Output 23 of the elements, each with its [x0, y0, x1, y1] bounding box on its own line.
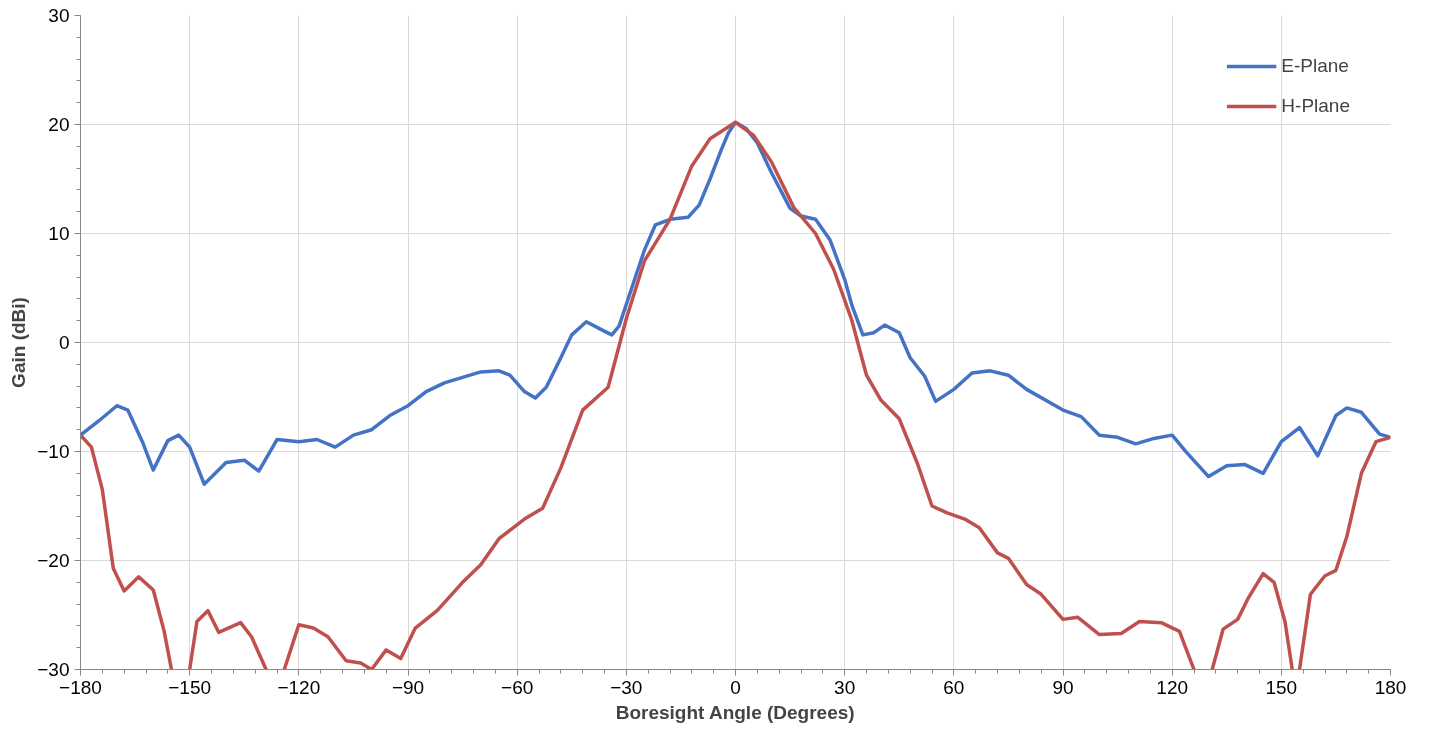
legend-label: E-Plane — [1281, 55, 1349, 77]
x-tick-label: 150 — [1265, 676, 1298, 698]
y-tick-label: −20 — [37, 550, 70, 571]
x-tick-label: 90 — [1052, 676, 1074, 698]
y-tick-label: 0 — [58, 332, 70, 353]
y-tick-label: 20 — [48, 114, 70, 135]
x-tick-label: −90 — [391, 676, 425, 698]
x-tick-label: 180 — [1374, 676, 1407, 698]
x-tick-label: −120 — [277, 676, 321, 698]
y-tick-label: −10 — [37, 441, 70, 462]
x-tick-label: −150 — [168, 676, 212, 698]
y-tick-label: 10 — [48, 223, 70, 244]
y-tick-label: 30 — [48, 5, 70, 26]
x-tick-label: −60 — [501, 676, 534, 698]
x-axis-title: Boresight Angle (Degrees) — [615, 701, 855, 723]
x-tick-label: 60 — [943, 676, 965, 698]
x-tick-label: 120 — [1156, 676, 1189, 698]
x-tick-label: −30 — [610, 676, 643, 698]
x-tick-label: 30 — [834, 676, 856, 698]
y-axis-title: Gain (dBi) — [8, 297, 30, 388]
legend-label: H-Plane — [1281, 95, 1350, 117]
x-tick-label: 0 — [730, 676, 741, 698]
line-series — [80, 120, 1391, 486]
